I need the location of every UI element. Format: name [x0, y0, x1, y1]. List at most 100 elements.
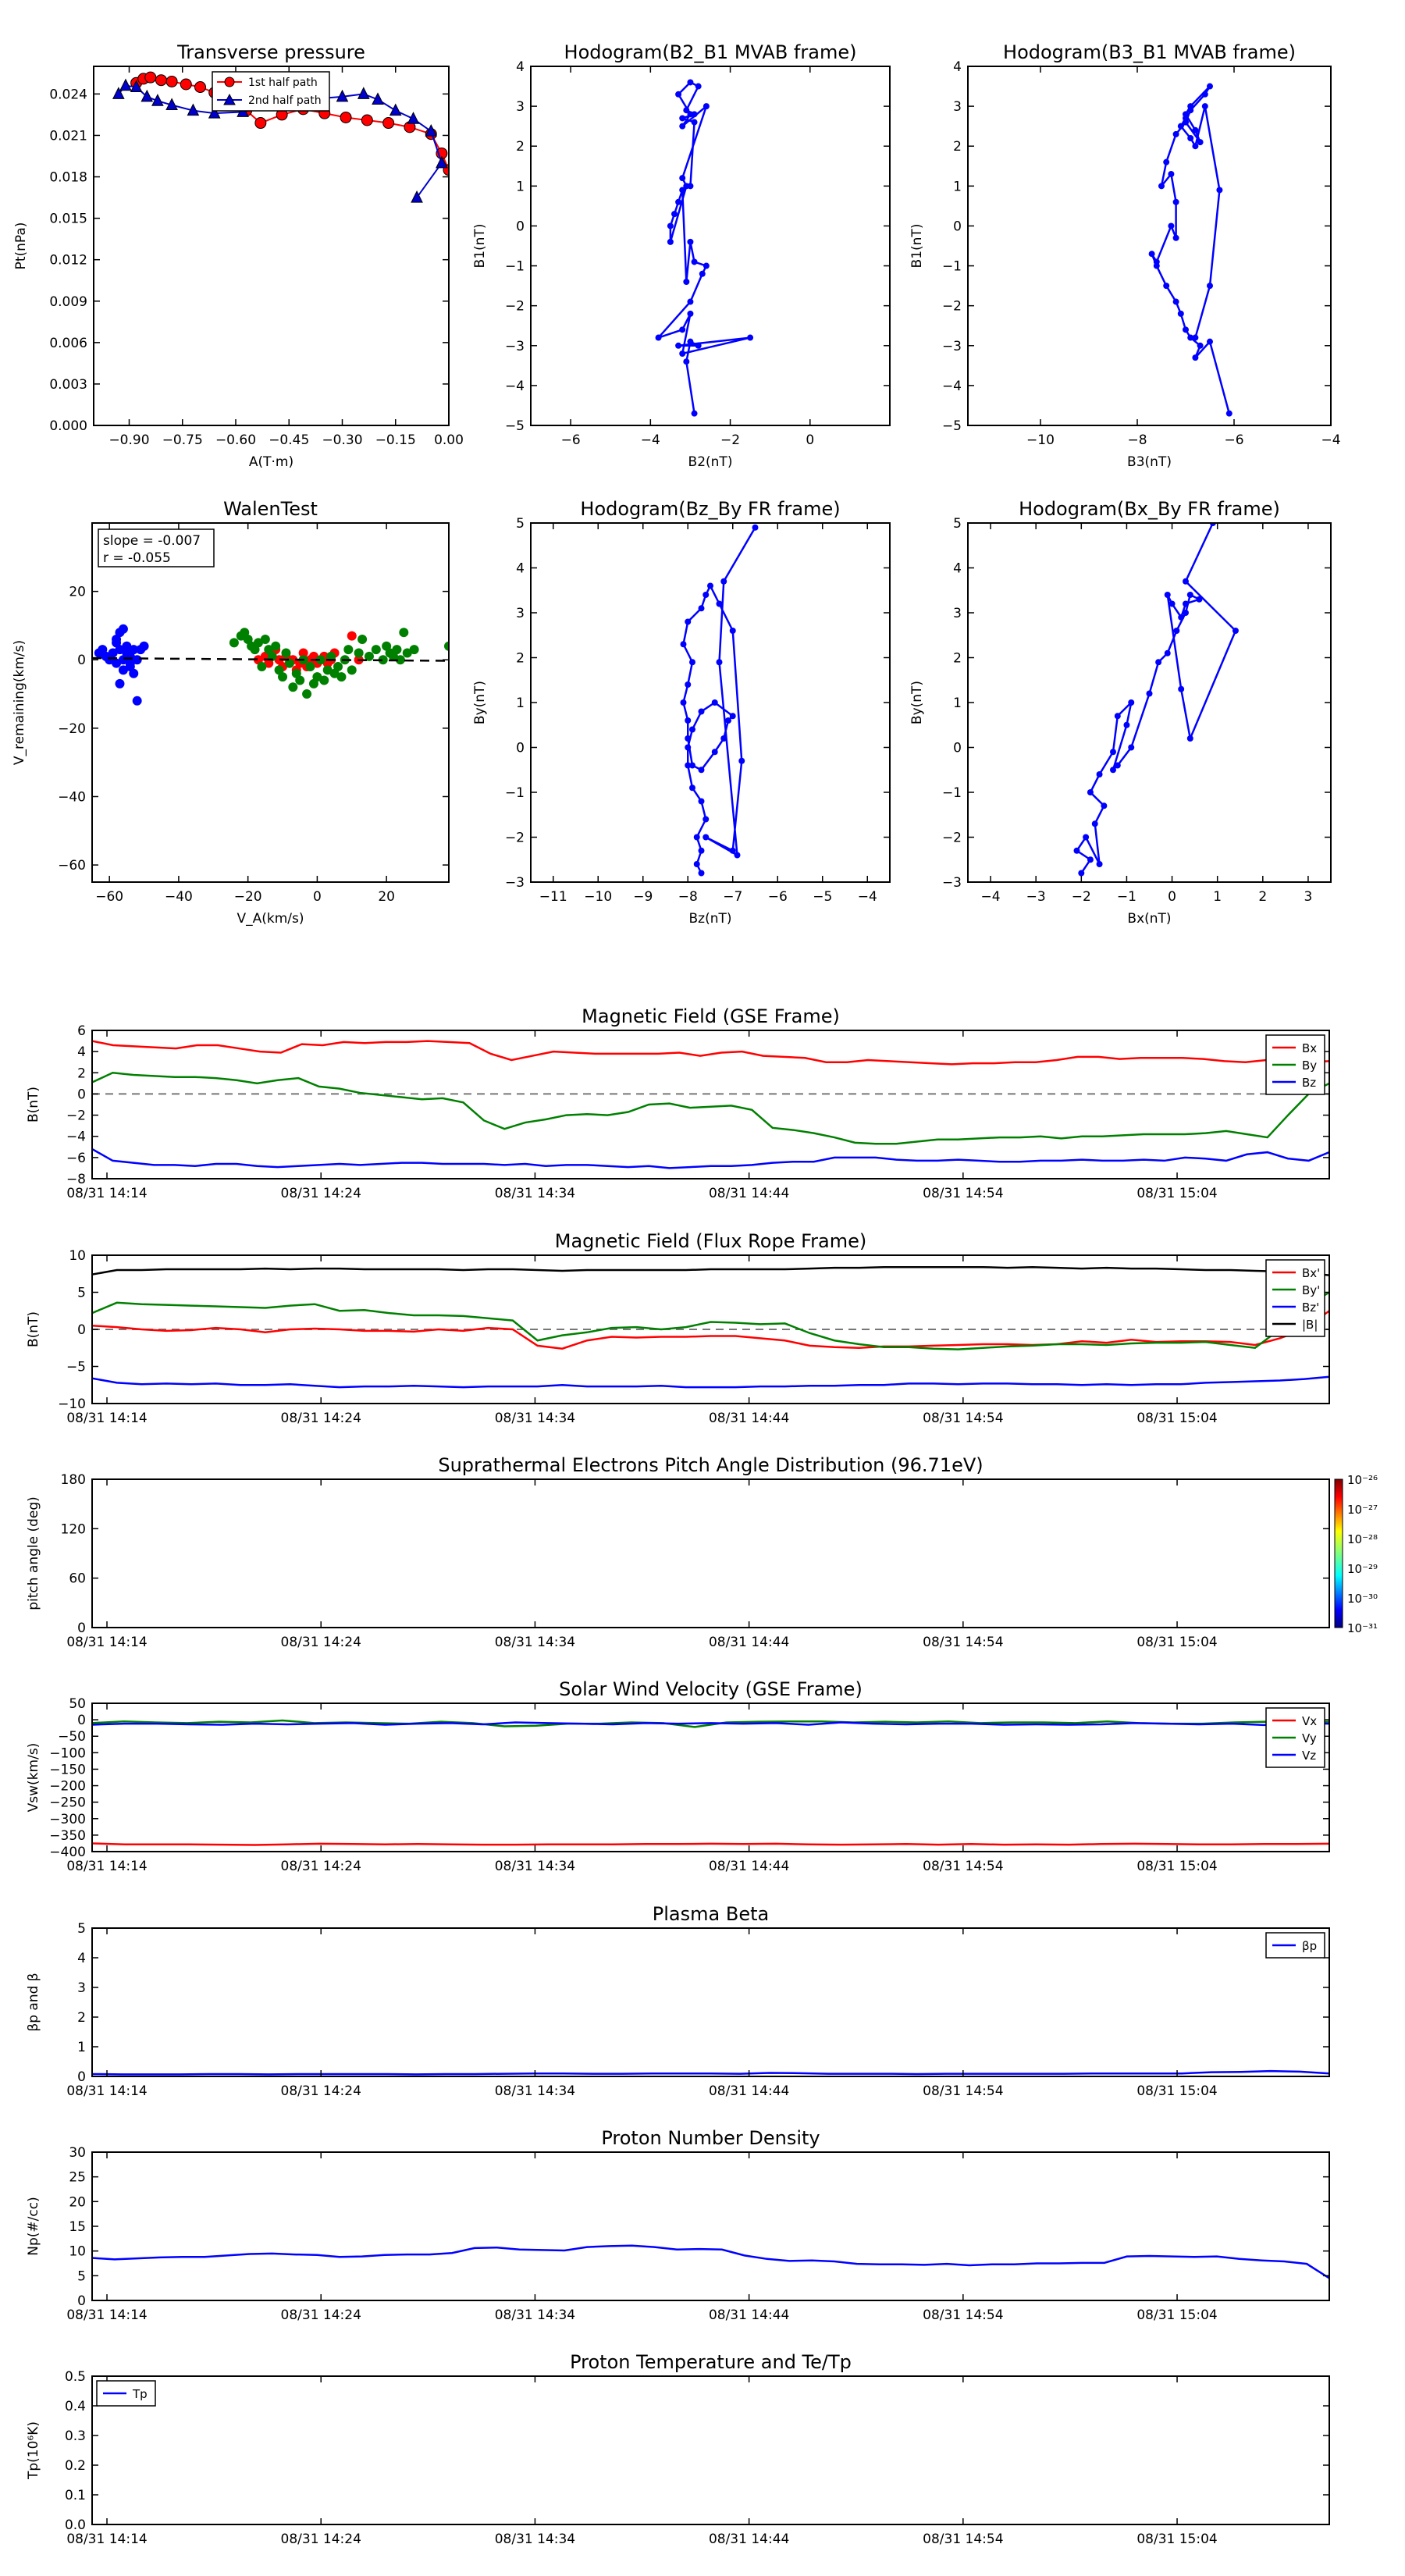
- point-green: [284, 658, 294, 668]
- y-tick-label: 4: [77, 1044, 86, 1060]
- x-tick-label: −8: [678, 889, 698, 905]
- y-tick-label: 0.000: [49, 418, 87, 434]
- tp-chart: Proton Temperature and Te/TpTp(10⁶K)0.00…: [26, 2351, 1330, 2547]
- data-point: [1197, 139, 1204, 146]
- colorbar-label: 10⁻²⁷: [1347, 1503, 1378, 1517]
- x-tick-label: 08/31 14:44: [709, 1635, 789, 1650]
- data-point: [372, 92, 384, 105]
- x-tick-label: 08/31 15:04: [1136, 2532, 1217, 2547]
- x-tick-label: −0.60: [215, 432, 256, 448]
- x-tick-label: −2: [720, 432, 740, 448]
- point-blue: [115, 645, 125, 655]
- data-point: [1192, 126, 1199, 133]
- y-tick-label: −2: [942, 299, 962, 315]
- series-line-Vx: [92, 1842, 1329, 1846]
- x-tick-label: 08/31 14:34: [495, 1411, 575, 1426]
- hodogram-series: [1148, 83, 1232, 417]
- data-point: [165, 98, 178, 111]
- data-point: [1177, 123, 1184, 130]
- legend-marker: [223, 93, 236, 105]
- point-green: [402, 648, 412, 658]
- x-tick-label: 08/31 14:14: [66, 1186, 147, 1201]
- point-green: [305, 662, 315, 671]
- data-point: [695, 342, 702, 349]
- chart-title: Magnetic Field (GSE Frame): [582, 1005, 840, 1027]
- plot-frame: [91, 1478, 1330, 1628]
- y-tick-label: 4: [77, 1951, 86, 1966]
- x-tick-label: −5: [813, 889, 832, 905]
- data-point: [687, 183, 694, 190]
- point-green: [271, 641, 281, 651]
- point-green: [399, 628, 409, 638]
- data-point: [698, 847, 705, 854]
- y-axis-label: By(nT): [909, 681, 925, 724]
- legend: Vx Vy Vz: [1265, 1707, 1325, 1768]
- y-tick-label: −300: [49, 1812, 86, 1827]
- point-blue: [122, 641, 132, 651]
- y-axis-label: V_remaining(km/s): [12, 640, 27, 765]
- data-point: [1128, 699, 1135, 706]
- series-line-Bx: [92, 1040, 1329, 1066]
- x-tick-label: −1: [1117, 889, 1136, 905]
- y-tick-label: 4: [516, 561, 525, 577]
- y-tick-label: −4: [942, 379, 962, 394]
- legend-label: Vy: [1302, 1731, 1317, 1745]
- data-point: [1207, 283, 1213, 290]
- data-point: [1201, 91, 1208, 98]
- x-tick-label: 08/31 14:34: [495, 1859, 575, 1874]
- data-point: [1083, 834, 1090, 841]
- chart-title: Magnetic Field (Flux Rope Frame): [555, 1230, 866, 1252]
- legend-label: |B|: [1302, 1318, 1318, 1332]
- data-point: [695, 83, 702, 90]
- y-tick-label: 4: [953, 561, 962, 577]
- y-axis-label: pitch angle (deg): [26, 1496, 41, 1610]
- data-point: [699, 270, 706, 277]
- series-group: [92, 1719, 1329, 1846]
- data-point: [425, 124, 438, 137]
- series-line-Bz: [92, 1147, 1329, 1169]
- point-green: [395, 655, 405, 665]
- np-chart: Proton Number Density Np(#/cc) 0 5 10 15 20 25 3…: [26, 2127, 1330, 2323]
- data-point: [119, 78, 132, 91]
- data-point: [689, 785, 695, 792]
- data-point: [1155, 659, 1162, 666]
- plot-frame: [967, 66, 1332, 426]
- data-point: [1216, 187, 1223, 194]
- point-green: [260, 634, 270, 644]
- x-axis-label: V_A(km/s): [237, 911, 304, 927]
- data-point: [679, 187, 686, 194]
- x-tick-label: 08/31 14:44: [709, 2083, 789, 2099]
- data-point: [685, 681, 692, 688]
- point-green: [354, 648, 364, 658]
- legend-label: Tp: [132, 2387, 148, 2401]
- data-point: [1168, 600, 1176, 607]
- y-tick-label: 10: [69, 2244, 86, 2260]
- y-tick-label: 4: [516, 59, 525, 75]
- y-tick-label: 0: [953, 219, 962, 234]
- y-tick-label: 0: [77, 2293, 86, 2309]
- plot-frame: [91, 2375, 1330, 2525]
- colorbar-bar: [1334, 1478, 1343, 1628]
- data-point: [1101, 802, 1108, 809]
- y-tick-label: 5: [77, 2268, 86, 2284]
- plot-frame: [967, 522, 1332, 883]
- y-tick-label: 2: [516, 651, 525, 667]
- data-point: [716, 600, 723, 607]
- data-point: [1078, 870, 1085, 877]
- x-tick-label: −6: [561, 432, 581, 448]
- x-axis-label: Bz(nT): [688, 911, 731, 927]
- y-tick-label: −8: [66, 1172, 86, 1187]
- data-point: [702, 592, 710, 598]
- data-point: [679, 175, 686, 182]
- data-point: [1178, 614, 1185, 621]
- x-tick-label: 08/31 14:14: [66, 1411, 147, 1426]
- chart-title: Proton Temperature and Te/Tp: [570, 2351, 852, 2373]
- x-tick-label: −0.45: [269, 432, 309, 448]
- x-tick-label: 08/31 14:34: [495, 2307, 575, 2323]
- data-point: [1183, 578, 1189, 585]
- legend-label: Bz: [1302, 1076, 1316, 1090]
- point-green: [315, 655, 325, 665]
- data-point: [691, 258, 698, 265]
- x-axis-label: A(T·m): [249, 454, 293, 470]
